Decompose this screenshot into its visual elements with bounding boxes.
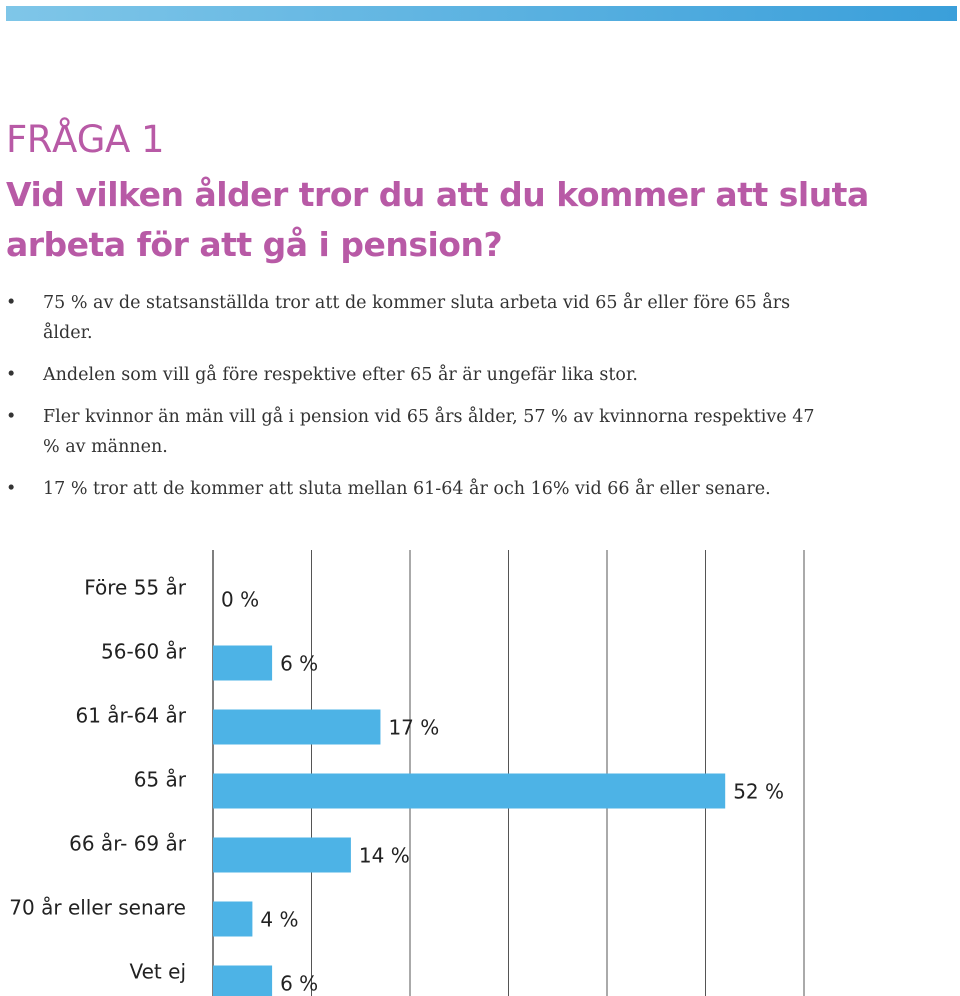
category-label: 66 år- 69 år — [69, 832, 187, 856]
bullet-item: Fler kvinnor än män vill gå i pension vi… — [6, 402, 816, 462]
chart-category-labels: Före 55 år 56-60 år 61 år-64 år 65 år 66 år-… — [9, 576, 186, 984]
bullet-item: Andelen som vill gå före respektive efte… — [6, 360, 816, 390]
summary-bullets: 75 % av de statsanställda tror att de ko… — [6, 288, 816, 516]
bar — [213, 965, 273, 996]
category-label: 61 år-64 år — [75, 704, 186, 728]
bar — [213, 901, 253, 937]
bar — [213, 837, 351, 873]
data-label: 17 % — [388, 716, 439, 740]
data-label: 0 % — [221, 588, 259, 612]
chart-grid — [212, 550, 805, 996]
data-label: 6 % — [280, 972, 318, 996]
category-label: 65 år — [134, 768, 187, 792]
data-label: 14 % — [359, 844, 410, 868]
bullet-item: 75 % av de statsanställda tror att de ko… — [6, 288, 816, 348]
chart-value-labels: 0 % 6 % 17 % 52 % 14 % 4 % 6 % — [221, 588, 784, 996]
data-label: 52 % — [733, 780, 784, 804]
question-title: Vid vilken ålder tror du att du kommer a… — [6, 175, 869, 264]
bar-chart: Före 55 år 56-60 år 61 år-64 år 65 år 66 år-… — [9, 550, 805, 996]
data-label: 6 % — [280, 652, 318, 676]
top-accent-bar — [6, 6, 957, 21]
bar — [213, 773, 726, 809]
category-label: 70 år eller senare — [9, 896, 186, 920]
bar — [213, 709, 381, 745]
category-label: Vet ej — [130, 960, 187, 984]
bar — [213, 645, 273, 681]
category-label: Före 55 år — [84, 576, 187, 600]
bullet-item: 17 % tror att de kommer att sluta mellan… — [6, 474, 816, 504]
section-eyebrow: FRÅGA 1 — [6, 118, 165, 161]
data-label: 4 % — [260, 908, 298, 932]
category-label: 56-60 år — [101, 640, 187, 664]
chart-bars — [213, 645, 726, 996]
